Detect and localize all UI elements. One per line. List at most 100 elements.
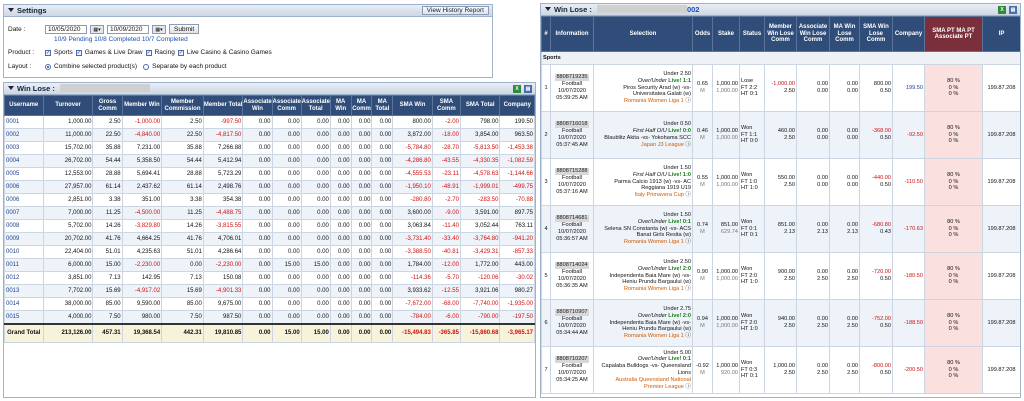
username-cell[interactable]: 0014 xyxy=(4,297,44,311)
table-row[interactable]: 0009 20,702.00 41.76 4,664.25 41.76 4,706.01 0… xyxy=(4,232,535,246)
value-cell: -2,230.00 xyxy=(202,258,244,272)
table-row[interactable]: 0004 26,702.00 54.44 5,358.50 54.44 5,412.94 0… xyxy=(4,154,535,168)
collapse-icon[interactable] xyxy=(545,7,551,11)
print-icon[interactable]: ▤ xyxy=(1009,6,1017,14)
table-row[interactable]: 0014 38,000.00 85.00 9,590.00 85.00 9,675.00 0… xyxy=(4,297,535,311)
value-cell: 0.00 xyxy=(371,245,394,259)
selection-cell: Under 2.75 Over/Under Live! 2:0 Independen… xyxy=(593,299,693,347)
table-row[interactable]: 0013 7,702.00 15.69 -4,917.02 15.69 -4,901.33… xyxy=(4,284,535,298)
bet-row[interactable]: 6 8808710907 Football 10/07/2020 05:34:44 AM… xyxy=(541,299,1020,347)
submit-button[interactable]: Submit xyxy=(169,24,200,34)
username-cell[interactable]: 0003 xyxy=(4,141,44,155)
ft-score: FT 2:0 xyxy=(741,319,758,326)
calendar-icon[interactable]: ▦▾ xyxy=(152,24,166,34)
bet-row[interactable]: 4 8808714681 Football 10/07/2020 05:36:57 AM… xyxy=(541,205,1020,253)
row-number-cell: 3 xyxy=(541,158,551,206)
stake-cell: 1,000.00 920.00 xyxy=(712,346,740,394)
table-row[interactable]: 0008 5,702.00 14.26 -3,829.80 14.26 -3,815.55… xyxy=(4,219,535,233)
column-header: Associate Total xyxy=(300,95,331,116)
view-history-button[interactable]: View History Report xyxy=(421,6,489,15)
username-cell[interactable]: 0002 xyxy=(4,128,44,142)
value-cell: 3.38 xyxy=(92,193,123,207)
table-row[interactable]: 0012 3,851.00 7.13 142.95 7.13 150.08 0.00 0.00… xyxy=(4,271,535,285)
value-cell: 7,000.00 xyxy=(42,206,94,220)
username-cell[interactable]: 0015 xyxy=(4,310,44,324)
info-icon[interactable]: ⓘ xyxy=(683,141,691,148)
ma-winlose: 0.00 2.50 xyxy=(829,252,860,300)
bet-row[interactable]: 1 8808719235 Football 10/07/2020 05:39:25 AM… xyxy=(541,64,1020,112)
collapse-icon[interactable] xyxy=(8,8,14,12)
table-row[interactable]: 0015 4,000.00 7.50 980.00 7.50 987.50 0.00 0.00… xyxy=(4,310,535,324)
username-cell[interactable]: 0006 xyxy=(4,193,44,207)
table-row[interactable]: 0003 15,702.00 35.88 7,231.00 35.88 7,266.88 0… xyxy=(4,141,535,155)
value-cell: -790.00 xyxy=(459,310,501,324)
pt-cell: 80 % 0 % 0 % xyxy=(924,299,983,347)
username-cell[interactable]: 0008 xyxy=(4,219,44,233)
username-cell[interactable]: 0001 xyxy=(4,115,44,129)
username-cell[interactable]: 0007 xyxy=(4,206,44,220)
sports-checkbox[interactable]: ✓ xyxy=(45,49,51,56)
username-cell[interactable]: 0010 xyxy=(4,245,44,259)
ft-score: FT 0:1 xyxy=(741,225,758,232)
table-row[interactable]: 0002 11,000.00 22.50 -4,840.00 22.50 -4,817.5… xyxy=(4,128,535,142)
ip-cell: 199.87.208 xyxy=(982,252,1020,300)
bet-id[interactable]: 8808715288 xyxy=(555,168,589,176)
info-icon[interactable]: ⓘ xyxy=(683,383,691,390)
date-from-input[interactable]: 10/05/2020 xyxy=(45,24,87,34)
bet-id[interactable]: 8808714024 xyxy=(555,262,589,270)
value-cell: 0.00 xyxy=(271,115,302,129)
racing-checkbox[interactable]: ✓ xyxy=(145,49,152,56)
table-row[interactable]: 0006 2,851.00 3.38 351.00 3.38 354.38 0.00 0.00… xyxy=(4,193,535,207)
info-icon[interactable]: ⓘ xyxy=(683,192,691,199)
bet-row[interactable]: 5 8808714024 Football 10/07/2020 05:36:35 AM… xyxy=(541,252,1020,300)
table-row[interactable]: 0005 12,553.00 28.88 5,694.41 28.88 5,723.29 0… xyxy=(4,167,535,181)
pt-value: 80 % xyxy=(947,265,960,272)
bet-id[interactable]: 8808714681 xyxy=(555,215,589,223)
info-icon[interactable]: ⓘ xyxy=(683,333,691,340)
username-cell[interactable]: 0013 xyxy=(4,284,44,298)
bet-row[interactable]: 2 8808716018 Football 10/07/2020 05:37:45 AM… xyxy=(541,111,1020,159)
table-row[interactable]: 0006 27,957.00 61.14 2,437.62 61.14 2,498.76 0… xyxy=(4,180,535,194)
info-icon[interactable]: ⓘ xyxy=(683,98,691,105)
table-row[interactable]: 0011 6,000.00 15.00 -2,230.00 0.00 -2,230.00 0… xyxy=(4,258,535,272)
odds-value: -0.92 xyxy=(696,363,709,370)
calendar-icon[interactable]: ▦▾ xyxy=(90,24,104,34)
table-row[interactable]: 0010 22,404.00 51.01 4,235.63 51.01 4,286.64 0… xyxy=(4,245,535,259)
bet-id[interactable]: 8808710907 xyxy=(555,309,589,317)
separate-radio[interactable] xyxy=(143,63,150,70)
value-cell: 0.00 xyxy=(350,245,373,259)
username-cell[interactable]: 0004 xyxy=(4,154,44,168)
username-cell[interactable]: 0005 xyxy=(4,167,44,181)
bet-row[interactable]: 3 8808715288 Football 10/07/2020 05:37:16 AM… xyxy=(541,158,1020,206)
username-cell[interactable]: 0011 xyxy=(4,258,44,272)
info-icon[interactable]: ⓘ xyxy=(683,286,691,293)
row-number-cell: 5 xyxy=(541,252,551,300)
casino-checkbox[interactable]: ✓ xyxy=(177,49,184,56)
value-cell: 0.00 xyxy=(329,245,352,259)
bet-row[interactable]: 7 8808710207 Football 10/07/2020 05:34:25 AM… xyxy=(541,346,1020,394)
collapse-icon[interactable] xyxy=(8,86,14,90)
date-to-input[interactable]: 10/09/2020 xyxy=(107,24,149,34)
info-icon[interactable]: ⓘ xyxy=(683,239,691,246)
combine-radio[interactable] xyxy=(45,63,51,70)
username-cell[interactable]: 0012 xyxy=(4,271,44,285)
export-icon[interactable]: X xyxy=(513,85,521,93)
value-cell: 0.00 xyxy=(242,206,273,220)
column-header: Associate Comm xyxy=(271,95,302,116)
stake-value: 1,000.00 xyxy=(716,316,738,323)
print-icon[interactable]: ▤ xyxy=(524,85,532,93)
export-icon[interactable]: X xyxy=(998,6,1006,14)
table-row[interactable]: 0001 1,000.00 2.50 -1,000.00 2.50 -997.50 0.00… xyxy=(4,115,535,129)
match-name: Capalaba Bulldogs -vs- Queensland Lions xyxy=(601,363,691,376)
username-cell[interactable]: 0009 xyxy=(4,232,44,246)
bet-id[interactable]: 8808716018 xyxy=(555,121,589,129)
bet-id[interactable]: 8808710207 xyxy=(555,356,589,364)
table-row[interactable]: 0007 7,000.00 11.25 -4,500.00 11.25 -4,488.75… xyxy=(4,206,535,220)
member-winlose: 900.00 2.50 xyxy=(764,252,797,300)
pt-cell: 80 % 0 % 0 % xyxy=(924,111,983,159)
games-checkbox[interactable]: ✓ xyxy=(75,49,82,56)
bet-id[interactable]: 8808719235 xyxy=(555,74,589,82)
associate-winlose-comm: 2.50 xyxy=(817,276,828,282)
sma-winlose-win: -800.00 xyxy=(872,363,891,370)
username-cell[interactable]: 0006 xyxy=(4,180,44,194)
